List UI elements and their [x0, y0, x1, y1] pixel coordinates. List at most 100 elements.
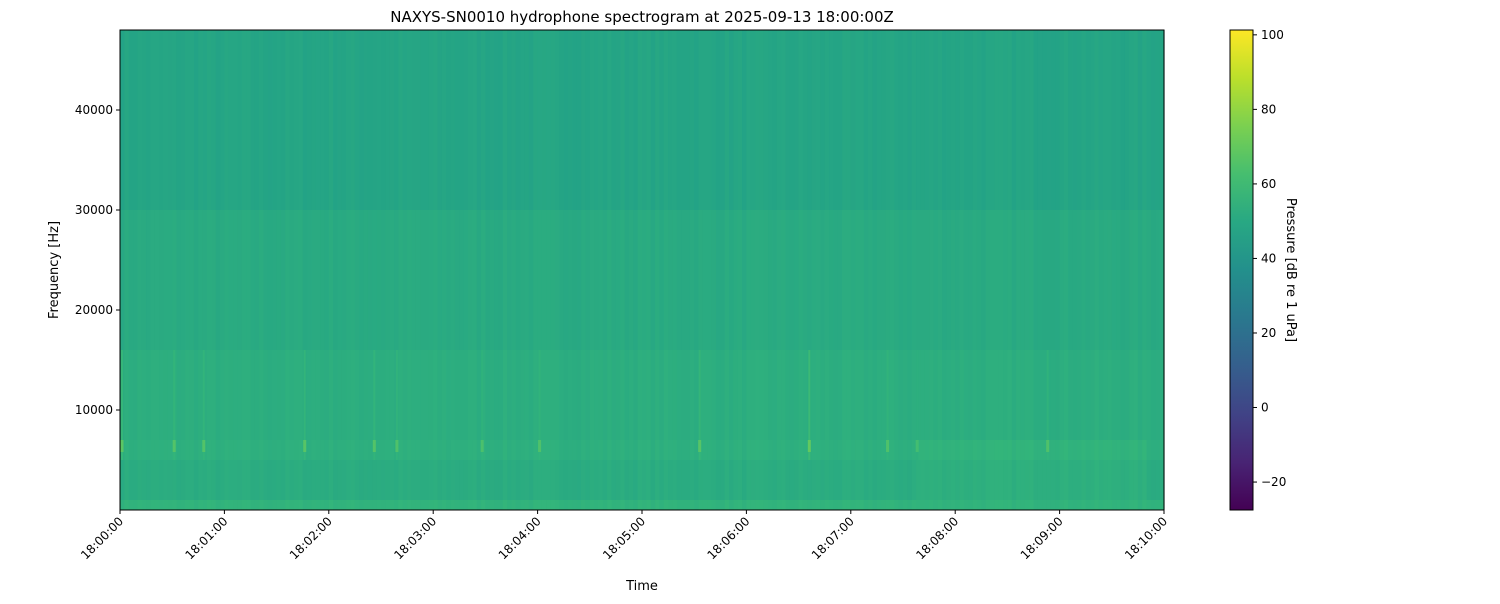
- heatmap-cell: [1094, 460, 1100, 500]
- heatmap-cell: [528, 350, 534, 440]
- heatmap-cell: [959, 500, 965, 510]
- heatmap-cell: [615, 440, 621, 460]
- heatmap-cell: [942, 460, 948, 500]
- heatmap-cell: [594, 210, 600, 350]
- heatmap-cell: [1137, 460, 1143, 500]
- heatmap-cell: [781, 350, 787, 440]
- heatmap-cell: [224, 460, 230, 500]
- heatmap-cell: [254, 210, 260, 350]
- heatmap-cell: [137, 350, 143, 440]
- heatmap-cell: [911, 440, 917, 460]
- heatmap-cell: [702, 30, 708, 210]
- heatmap-cell: [128, 210, 134, 350]
- heatmap-cell: [1142, 440, 1148, 460]
- heatmap-cell: [1129, 500, 1135, 510]
- heatmap-cell: [381, 210, 386, 350]
- heatmap-cell: [811, 460, 817, 500]
- heatmap-cell: [411, 440, 417, 460]
- heatmap-cell: [1003, 500, 1008, 510]
- heatmap-cell: [1055, 460, 1061, 500]
- heatmap-cell: [907, 350, 913, 440]
- x-tick-label: 18:07:00: [809, 514, 857, 562]
- heatmap-cell: [663, 30, 669, 210]
- heatmap-cell: [1033, 30, 1039, 210]
- heatmap-cell: [124, 460, 130, 500]
- heatmap-cell: [546, 460, 552, 500]
- heatmap-cell: [172, 210, 178, 350]
- heatmap-cell: [785, 30, 791, 210]
- heatmap-cell: [311, 30, 317, 210]
- heatmap-cell: [685, 460, 691, 500]
- heatmap-cell: [950, 210, 956, 350]
- heatmap-cell: [241, 30, 247, 210]
- heatmap-cell: [946, 440, 952, 460]
- heatmap-cell: [594, 440, 600, 460]
- heatmap-cell: [763, 210, 769, 350]
- heatmap-cell: [1133, 440, 1139, 460]
- heatmap-cell: [976, 350, 982, 440]
- heatmap-cell: [572, 440, 578, 460]
- transient-peak: [807, 440, 811, 452]
- heatmap-cell: [968, 210, 974, 350]
- heatmap-cell: [454, 210, 460, 350]
- heatmap-cell: [602, 460, 608, 500]
- heatmap-cell: [950, 350, 956, 440]
- heatmap-cell: [1020, 30, 1026, 210]
- heatmap-cell: [294, 500, 299, 510]
- heatmap-cell: [750, 460, 756, 500]
- heatmap-cell: [763, 440, 769, 460]
- heatmap-cell: [911, 210, 917, 350]
- heatmap-cell: [563, 460, 569, 500]
- heatmap-cell: [685, 30, 691, 210]
- heatmap-cell: [120, 500, 125, 510]
- heatmap-cell: [311, 460, 317, 500]
- heatmap-cell: [659, 440, 665, 460]
- heatmap-cell: [459, 30, 465, 210]
- heatmap-cell: [607, 440, 613, 460]
- heatmap-cell: [376, 460, 382, 500]
- heatmap-cell: [555, 350, 560, 440]
- heatmap-cell: [267, 210, 273, 350]
- heatmap-cell: [485, 350, 491, 440]
- heatmap-cell: [459, 350, 465, 440]
- heatmap-cell: [637, 210, 643, 350]
- heatmap-cell: [163, 30, 169, 210]
- heatmap-cell: [346, 210, 352, 350]
- heatmap-cell: [1103, 30, 1109, 210]
- heatmap-cell: [846, 350, 852, 440]
- heatmap-cell: [137, 210, 143, 350]
- heatmap-cell: [276, 30, 282, 210]
- heatmap-cell: [211, 210, 217, 350]
- heatmap-cell: [676, 460, 682, 500]
- heatmap-cell: [615, 460, 621, 500]
- heatmap-cell: [872, 210, 878, 350]
- heatmap-cell: [1107, 210, 1113, 350]
- heatmap-cell: [524, 440, 530, 460]
- heatmap-cell: [1142, 210, 1148, 350]
- heatmap-cell: [811, 30, 817, 210]
- heatmap-cell: [1063, 210, 1069, 350]
- heatmap-cell: [837, 500, 843, 510]
- heatmap-cell: [894, 460, 900, 500]
- heatmap-cell: [359, 460, 365, 500]
- heatmap-cell: [276, 210, 282, 350]
- heatmap-cell: [507, 350, 513, 440]
- heatmap-cell: [546, 350, 552, 440]
- y-tick-label: 40000: [75, 103, 113, 117]
- heatmap-cell: [302, 460, 308, 500]
- heatmap-cell: [715, 500, 721, 510]
- heatmap-cell: [276, 460, 282, 500]
- heatmap-cell: [568, 440, 573, 460]
- heatmap-cell: [1133, 350, 1139, 440]
- heatmap-cell: [990, 500, 995, 510]
- heatmap-cell: [724, 460, 730, 500]
- heatmap-cell: [959, 440, 965, 460]
- heatmap-cell: [689, 210, 695, 350]
- heatmap-cell: [1055, 210, 1061, 350]
- heatmap-cell: [420, 30, 426, 210]
- heatmap-cell: [354, 30, 360, 210]
- heatmap-cell: [1103, 210, 1109, 350]
- heatmap-cell: [863, 440, 869, 460]
- heatmap-cell: [668, 440, 674, 460]
- heatmap-cell: [1150, 210, 1156, 350]
